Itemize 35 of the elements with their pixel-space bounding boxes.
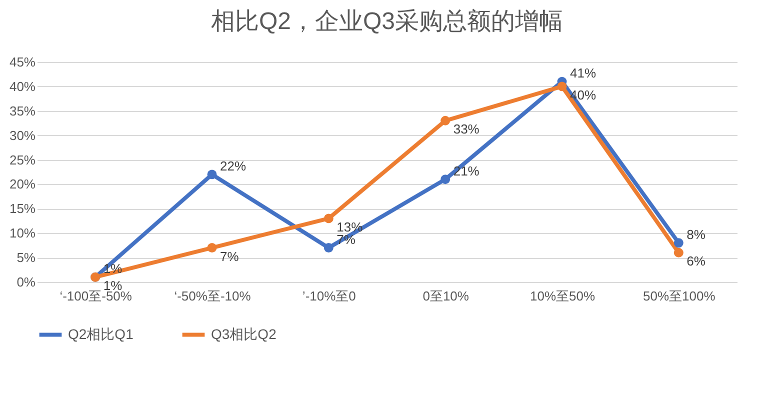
point (440, 174, 450, 184)
point (324, 214, 334, 224)
y-tick-label: 5% (16, 250, 36, 266)
point (557, 82, 567, 92)
x-tick-label: ‘-100至-50% (60, 288, 132, 304)
data-label: 22% (220, 158, 246, 174)
data-label: 8% (686, 226, 706, 242)
data-label: 6% (686, 254, 706, 269)
point (674, 248, 684, 258)
point (440, 116, 450, 126)
x-tick-label: 10%至50% (530, 288, 596, 304)
y-tick-label: 25% (9, 152, 36, 168)
y-tick-label: 35% (9, 103, 36, 118)
y-tick-label: 15% (9, 201, 36, 216)
x-tick-label: 50%至100% (643, 288, 716, 304)
data-label: 7% (220, 248, 240, 264)
point (207, 243, 217, 253)
point (674, 238, 684, 248)
x-tick-label: ‘-50%至-10% (174, 288, 252, 304)
data-label: 33% (453, 122, 480, 137)
y-tick-label: 40% (9, 78, 36, 94)
x-tick-label: 0至10% (422, 288, 470, 304)
chart-title: 相比Q2，企业Q3采购总额的增幅 (210, 8, 564, 35)
point (207, 170, 217, 180)
data-label: 13% (336, 219, 364, 234)
data-label: 41% (570, 66, 596, 81)
legend-label: Q2相比Q1 (68, 326, 134, 342)
point (324, 243, 334, 253)
y-tick-label: 45% (9, 54, 36, 70)
legend-label: Q3相比Q2 (211, 326, 277, 342)
y-tick-label: 10% (9, 226, 36, 241)
y-tick-label: 30% (9, 128, 36, 143)
y-tick-label: 0% (16, 274, 36, 290)
x-tick-label: ’-10%至0 (302, 288, 356, 304)
y-tick-label: 20% (9, 176, 36, 192)
